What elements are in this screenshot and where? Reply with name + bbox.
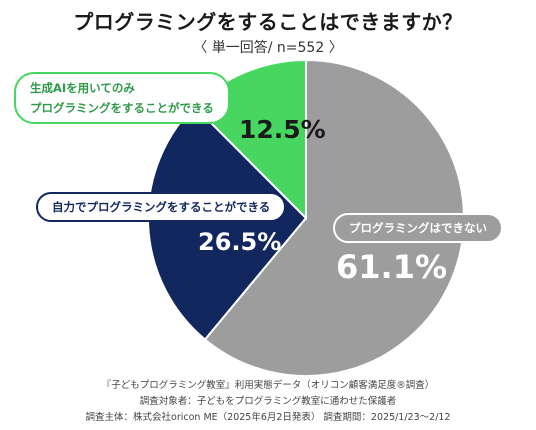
data-label-ai-only: 12.5% <box>239 115 326 144</box>
data-label-cannot: 61.1% <box>336 248 448 286</box>
callout-ai-only-text: 生成AIを用いてのみ プログラミングをすることができる <box>30 81 214 115</box>
callout-self: 自力でプログラミングをすることができる <box>36 192 287 222</box>
footnote-target: 調査対象者：子どもをプログラミング教室に通わせた保護者 <box>139 396 397 407</box>
slice-self <box>147 104 308 341</box>
chart-title: プログラミングをすることはできますか？ <box>73 10 463 34</box>
footnote-publisher: 調査主体：株式会社oricon ME（2025年6月2日発表） 調査期間：202… <box>85 412 451 423</box>
callout-ai-only: 生成AIを用いてのみ プログラミングをすることができる <box>14 72 230 124</box>
chart-subtitle: 〈 単一回答/ n=552 〉 <box>193 40 343 56</box>
callout-cannot: プログラミングはできない <box>333 213 503 243</box>
callout-cannot-text: プログラミングはできない <box>349 221 487 235</box>
data-label-self: 26.5% <box>198 228 282 256</box>
slice-cannot <box>203 58 465 377</box>
callout-self-text: 自力でプログラミングをすることができる <box>52 200 271 214</box>
footnote-source: 『子どもプログラミング教室』利用実態データ（オリコン顧客満足度®調査） <box>101 380 435 391</box>
